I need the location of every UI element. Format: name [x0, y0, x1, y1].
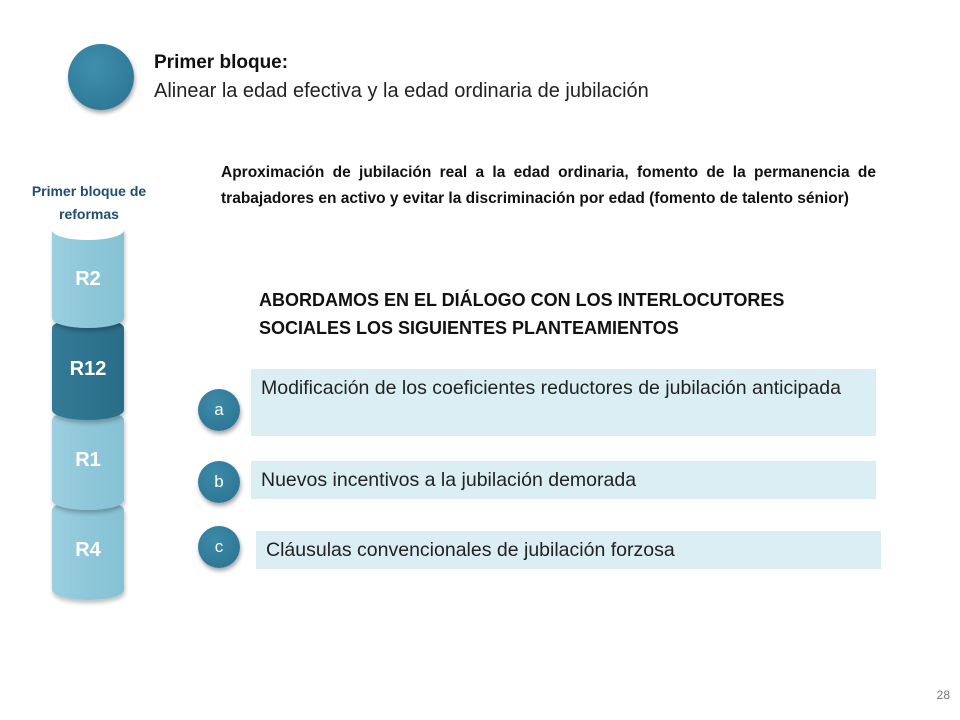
page-number: 28 — [936, 688, 950, 702]
proposal-item-text: Nuevos incentivos a la jubilación demora… — [261, 469, 637, 491]
item-badge-b: b — [198, 461, 240, 503]
page-title: Primer bloque: — [154, 52, 289, 73]
proposal-item-b: Nuevos incentivos a la jubilación demora… — [251, 461, 876, 499]
reform-cylinder-label: R2 — [75, 267, 101, 290]
reform-cylinder-label: R12 — [69, 357, 107, 380]
intro-paragraph: Aproximación de jubilación real a la eda… — [221, 164, 876, 207]
reform-cylinder-label: R4 — [75, 538, 101, 561]
item-badge-label: b — [214, 472, 224, 491]
cylinder-top-cap — [52, 220, 124, 240]
reform-cylinder-r4: R4 — [52, 500, 124, 600]
item-badge-label: c — [214, 537, 224, 556]
reform-cylinder-r1: R1 — [52, 410, 124, 510]
proposal-item-a: Modificación de los coeficientes reducto… — [251, 369, 876, 436]
item-badge-c: c — [198, 526, 240, 568]
proposal-item-text: Modificación de los coeficientes reducto… — [261, 377, 841, 399]
page-subtitle: Alinear la edad efectiva y la edad ordin… — [154, 80, 649, 102]
proposal-item-c: Cláusulas convencionales de jubilación f… — [256, 531, 881, 569]
proposal-item-text: Cláusulas convencionales de jubilación f… — [266, 539, 675, 561]
reform-cylinder-label: R1 — [75, 448, 101, 471]
item-badge-a: a — [198, 389, 240, 431]
reform-cylinder-r12: R12 — [52, 318, 124, 420]
reform-stack-label: Primer bloque de reformas — [31, 183, 147, 222]
header-circle-icon — [68, 44, 134, 110]
section-heading: ABORDAMOS EN EL DIÁLOGO CON LOS INTERLOC… — [259, 290, 785, 338]
item-badge-label: a — [214, 400, 224, 419]
